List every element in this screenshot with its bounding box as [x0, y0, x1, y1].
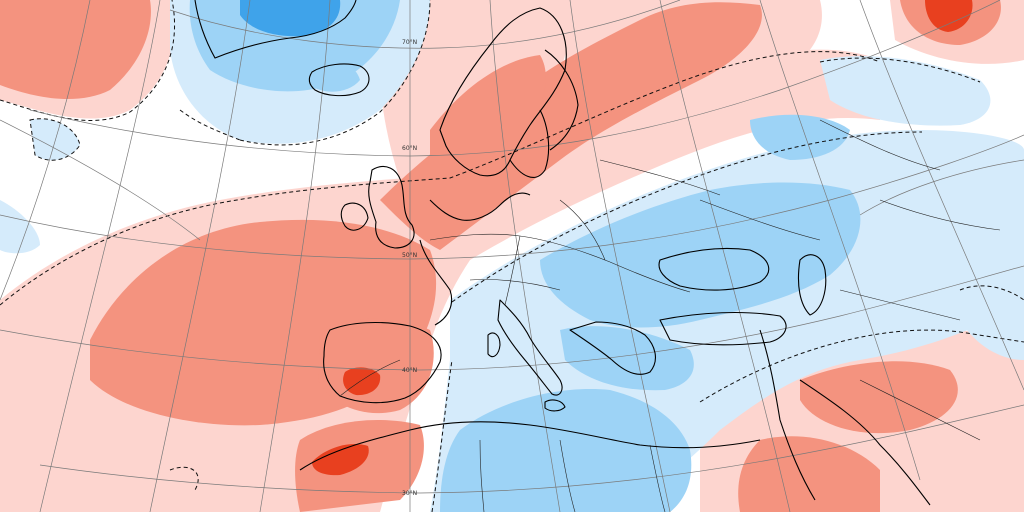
lat-label-60: 60°N — [402, 145, 417, 152]
country-borders — [339, 119, 1001, 512]
coastlines — [194, 0, 931, 506]
cold-anomaly-medium — [189, 0, 861, 512]
lat-label-70: 70°N — [402, 39, 417, 46]
lat-label-40: 40°N — [402, 367, 417, 374]
lat-label-30: 30°N — [402, 490, 417, 497]
warm-anomaly-strong — [312, 0, 973, 476]
lat-label-50: 50°N — [402, 252, 417, 259]
cold-anomaly-strong — [240, 0, 341, 37]
latitude-labels: 70°N 60°N 50°N 40°N 30°N — [402, 39, 417, 497]
